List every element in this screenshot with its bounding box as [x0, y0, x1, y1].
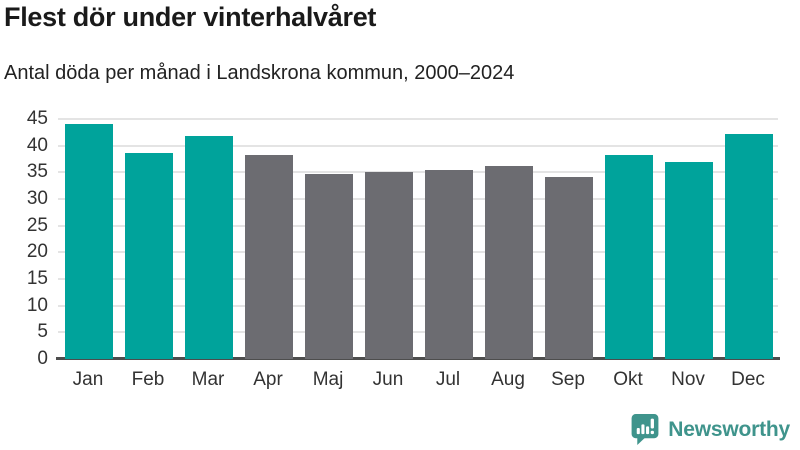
gridline-y-10: [58, 304, 778, 307]
y-axis-tick-label: 15: [26, 268, 48, 289]
brand-footer: Newsworthy: [630, 413, 790, 446]
gridline-y-20: [58, 251, 778, 254]
bar-sep: [545, 177, 593, 359]
x-axis-tick-label-maj: Maj: [312, 369, 344, 390]
newsworthy-logo-icon: [631, 414, 659, 445]
x-axis-tick-label-jun: Jun: [372, 369, 404, 390]
bar-apr: [245, 154, 293, 359]
brand-name: Newsworthy: [668, 417, 790, 441]
bar-feb: [125, 153, 173, 359]
gridline-y-40: [58, 144, 778, 147]
bar-jun: [365, 172, 413, 359]
x-axis-tick-label-feb: Feb: [131, 369, 165, 390]
y-axis-tick-label: 5: [37, 321, 48, 343]
y-axis-tick-label: 0: [37, 348, 48, 369]
y-axis-tick-label: 30: [26, 188, 48, 209]
gridline-y-45: [58, 118, 778, 120]
gridline-y-15: [58, 278, 778, 280]
x-axis-tick-label-okt: Okt: [613, 369, 643, 390]
x-axis-tick-label-nov: Nov: [671, 369, 705, 390]
bar-jul: [425, 170, 473, 359]
y-axis-tick-label: 45: [26, 108, 48, 129]
chart-subtitle: Antal döda per månad i Landskrona kommun…: [4, 62, 515, 84]
y-axis-tick-label: 35: [26, 161, 48, 183]
gridline-y-5: [58, 331, 778, 334]
x-axis-tick-label-apr: Apr: [253, 369, 283, 390]
chart-title: Flest dör under vinterhalvåret: [4, 2, 377, 32]
bar-jan: [65, 124, 113, 359]
y-axis-tick-label: 40: [26, 134, 48, 156]
bar-okt: [605, 155, 653, 359]
gridline-y-30: [58, 198, 778, 200]
bar-nov: [665, 162, 713, 359]
x-axis-tick-label-aug: Aug: [491, 369, 525, 390]
gridline-y-25: [58, 224, 778, 227]
y-axis-tick-label: 25: [26, 214, 48, 236]
x-axis-tick-label-jul: Jul: [435, 369, 461, 390]
gridline-y-35: [58, 171, 778, 174]
x-axis-line: [56, 357, 780, 360]
bar-mar: [185, 135, 233, 359]
bar-chart-plot-area: 0 5 10 15 20 25 30 35 40 45 Jan Feb Mar Apr Maj Jun Jul A…: [27, 108, 780, 390]
bar-maj: [305, 174, 353, 359]
y-axis-tick-label: 10: [26, 294, 48, 316]
x-axis-tick-label-sep: Sep: [551, 369, 585, 390]
y-axis-tick-label: 20: [26, 241, 48, 263]
x-axis-tick-label-mar: Mar: [191, 369, 225, 390]
bar-aug: [485, 165, 533, 359]
bar-dec: [725, 133, 773, 359]
x-axis-tick-label-dec: Dec: [731, 369, 765, 390]
x-axis-tick-label-jan: Jan: [72, 369, 104, 390]
